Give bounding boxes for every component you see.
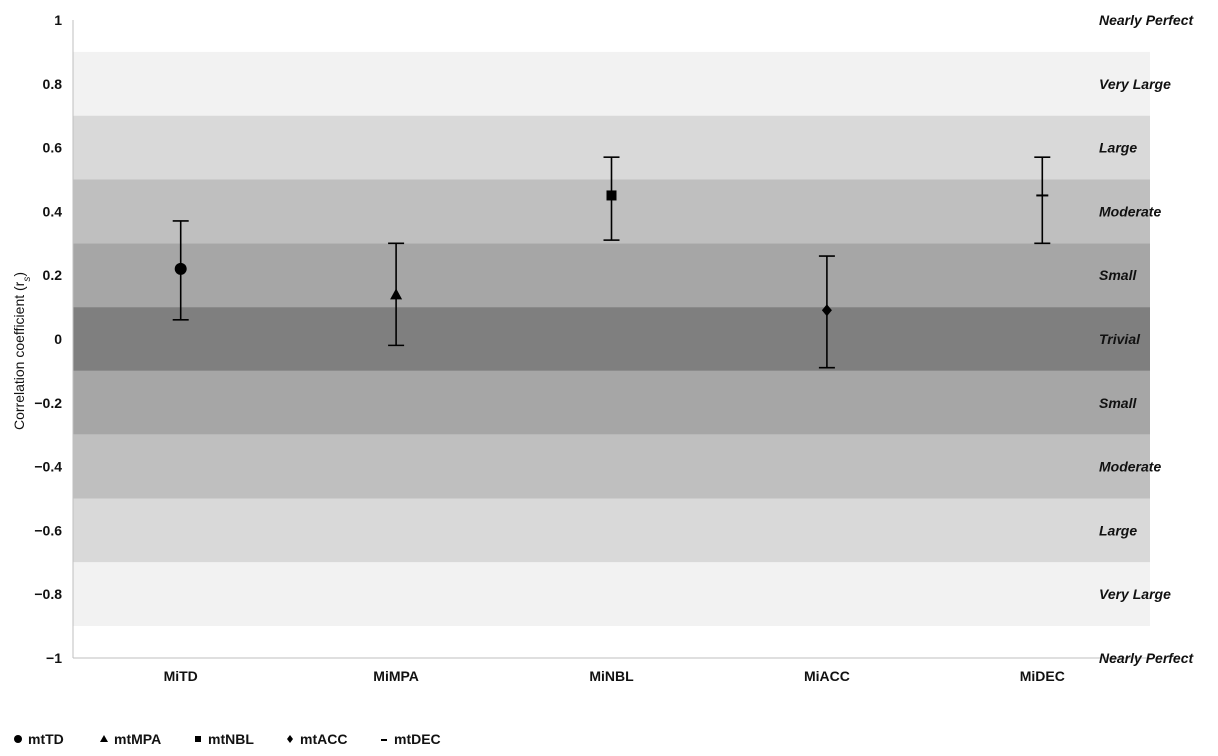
legend-label-mtDEC: mtDEC	[394, 731, 441, 747]
band-label-5: Trivial	[1099, 331, 1141, 347]
y-tick-label-9: −0.8	[34, 586, 62, 602]
band-8	[73, 498, 1150, 563]
band-6	[73, 370, 1150, 435]
y-tick-labels: 1 0.8 0.6 0.4 0.2 0 −0.2 −0.4 −0.6 −0.8 −1	[34, 12, 62, 666]
band-7	[73, 434, 1150, 499]
y-axis-label-subscript: s	[22, 277, 33, 282]
band-label-6: Small	[1099, 395, 1137, 411]
legend-item-mtDEC: mtDEC	[381, 731, 441, 747]
band-5	[73, 307, 1150, 371]
band-label-9: Very Large	[1099, 586, 1171, 602]
band-label-7: Moderate	[1099, 459, 1161, 475]
y-tick-label-6: −0.2	[34, 395, 62, 411]
y-tick-label-2: 0.6	[43, 140, 63, 156]
band-label-0: Nearly Perfect	[1099, 12, 1195, 28]
y-tick-label-3: 0.4	[43, 203, 63, 219]
band-10	[73, 626, 1150, 658]
band-label-8: Large	[1099, 522, 1137, 538]
band-1	[73, 51, 1150, 116]
legend-label-mtTD: mtTD	[28, 731, 64, 747]
legend-item-mtTD: mtTD	[14, 731, 64, 747]
y-tick-label-8: −0.6	[34, 522, 62, 538]
band-4	[73, 243, 1150, 308]
error-bars	[172, 156, 1051, 369]
band-9	[73, 562, 1150, 627]
y-axis-label-main: Correlation coefficient (r	[11, 281, 27, 430]
x-category-label-2: MiNBL	[589, 668, 634, 684]
band-labels: Nearly Perfect Very Large Large Moderate Sma…	[1099, 12, 1195, 666]
y-tick-label-5: 0	[54, 331, 62, 347]
legend-marker-mtNBL	[195, 736, 201, 742]
magnitude-bands	[73, 20, 1150, 658]
legend-marker-mtACC	[287, 735, 293, 743]
y-axis-label-suffix: )	[11, 272, 27, 277]
x-category-label-0: MiTD	[164, 668, 198, 684]
band-label-10: Nearly Perfect	[1099, 650, 1195, 666]
legend-item-mtMPA: mtMPA	[100, 731, 161, 747]
legend-label-mtNBL: mtNBL	[208, 731, 254, 747]
legend-label-mtACC: mtACC	[300, 731, 347, 747]
y-tick-label-7: −0.4	[34, 459, 62, 475]
axis	[72, 20, 1150, 659]
band-label-2: Large	[1099, 140, 1137, 156]
y-tick-label-4: 0.2	[43, 267, 63, 283]
band-label-3: Moderate	[1099, 203, 1161, 219]
legend-marker-mtTD	[14, 735, 22, 743]
y-tick-label-10: −1	[46, 650, 62, 666]
marker-mtTD	[174, 262, 187, 275]
band-label-1: Very Large	[1099, 76, 1171, 92]
category-labels: MiTD MiMPA MiNBL MiACC MiDEC	[164, 668, 1065, 684]
legend-label-mtMPA: mtMPA	[114, 731, 161, 747]
x-category-label-1: MiMPA	[373, 668, 419, 684]
legend-marker-mtMPA	[100, 735, 108, 742]
marker-mtMPA	[390, 288, 403, 300]
y-axis-label: Correlation coefficient (rs)	[11, 272, 33, 430]
y-tick-label-0: 1	[54, 12, 62, 28]
band-0	[73, 20, 1150, 52]
band-label-4: Small	[1099, 267, 1137, 283]
x-category-label-4: MiDEC	[1020, 668, 1065, 684]
marker-mtACC	[821, 304, 832, 317]
data-markers	[174, 190, 1049, 317]
y-tick-label-1: 0.8	[43, 76, 63, 92]
legend-item-mtNBL: mtNBL	[195, 731, 254, 747]
legend-item-mtACC: mtACC	[287, 731, 347, 747]
error-bar-mtDEC	[1034, 156, 1051, 245]
legend: mtTD mtMPA mtNBL mtACC mtDEC	[14, 731, 441, 747]
x-category-label-3: MiACC	[804, 668, 850, 684]
marker-mtNBL	[606, 190, 617, 201]
